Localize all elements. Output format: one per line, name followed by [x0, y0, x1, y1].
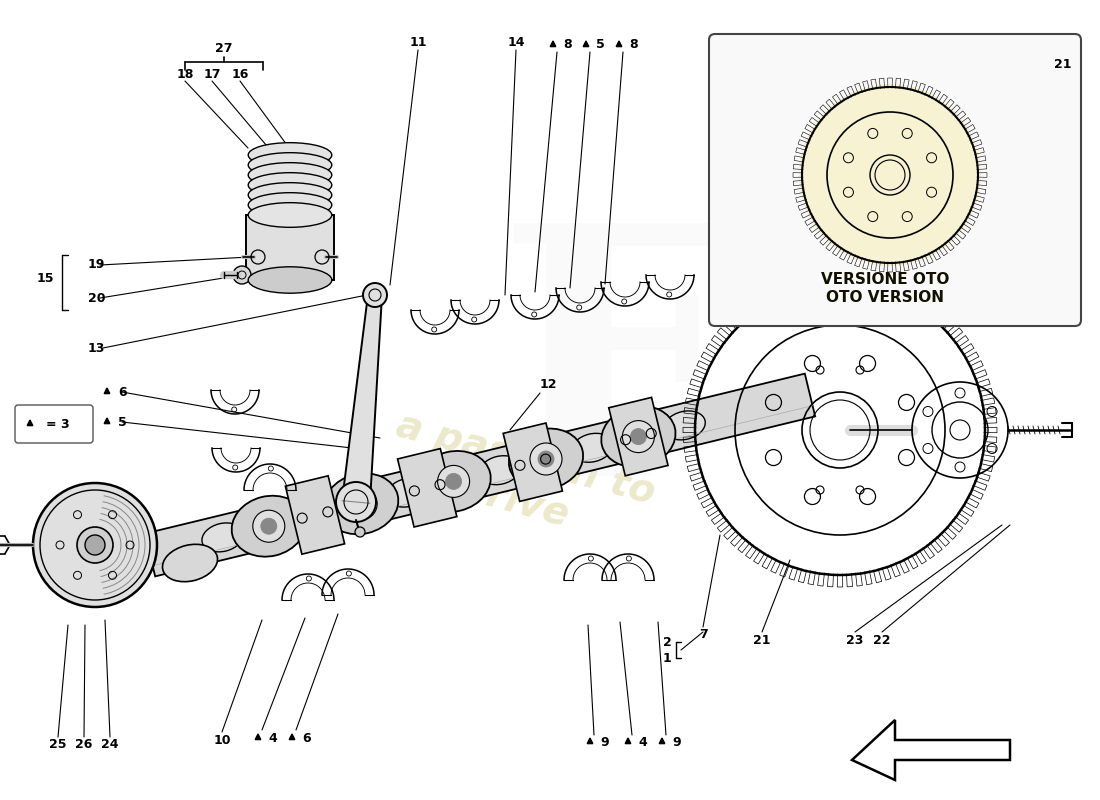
- Circle shape: [446, 474, 462, 490]
- Ellipse shape: [509, 429, 583, 490]
- FancyBboxPatch shape: [710, 34, 1081, 326]
- Text: 14: 14: [507, 35, 525, 49]
- Polygon shape: [587, 738, 593, 744]
- Circle shape: [438, 466, 470, 498]
- Polygon shape: [397, 449, 456, 527]
- Text: 17: 17: [204, 69, 221, 82]
- Polygon shape: [289, 734, 295, 739]
- Text: 22: 22: [873, 634, 891, 646]
- Text: 23: 23: [846, 634, 864, 646]
- Circle shape: [33, 483, 157, 607]
- Text: 5: 5: [596, 38, 605, 50]
- Text: 13: 13: [88, 342, 106, 354]
- Polygon shape: [28, 420, 33, 426]
- Text: 6: 6: [302, 731, 310, 745]
- Ellipse shape: [249, 162, 332, 187]
- Circle shape: [336, 482, 376, 522]
- Circle shape: [233, 266, 251, 284]
- Polygon shape: [659, 738, 664, 744]
- Text: 10: 10: [213, 734, 231, 746]
- Polygon shape: [104, 418, 110, 424]
- Text: 11: 11: [409, 35, 427, 49]
- Text: 5: 5: [118, 415, 127, 429]
- Text: 15: 15: [36, 271, 54, 285]
- Text: 9: 9: [672, 735, 681, 749]
- Text: 20: 20: [88, 291, 106, 305]
- Text: 27: 27: [216, 42, 233, 54]
- Circle shape: [345, 488, 377, 520]
- Polygon shape: [852, 720, 1010, 780]
- Ellipse shape: [249, 182, 332, 207]
- Text: 24: 24: [101, 738, 119, 751]
- Text: = 3: = 3: [46, 418, 69, 430]
- Ellipse shape: [249, 173, 332, 198]
- Polygon shape: [145, 374, 815, 576]
- Text: 9: 9: [600, 735, 608, 749]
- Text: 2: 2: [662, 635, 671, 649]
- Polygon shape: [625, 738, 630, 744]
- Ellipse shape: [602, 406, 675, 467]
- Ellipse shape: [249, 202, 332, 227]
- Text: 8: 8: [563, 38, 572, 50]
- Circle shape: [261, 518, 277, 534]
- Text: 25: 25: [50, 738, 67, 751]
- Polygon shape: [255, 734, 261, 739]
- Polygon shape: [583, 41, 588, 46]
- Ellipse shape: [163, 544, 218, 582]
- Ellipse shape: [664, 411, 705, 440]
- Text: 12: 12: [539, 378, 557, 391]
- Ellipse shape: [249, 266, 332, 293]
- Ellipse shape: [249, 153, 332, 178]
- Text: 26: 26: [75, 738, 92, 751]
- Ellipse shape: [249, 142, 332, 167]
- Polygon shape: [616, 41, 622, 46]
- Ellipse shape: [572, 434, 613, 462]
- Text: F: F: [497, 212, 744, 548]
- Ellipse shape: [387, 478, 428, 507]
- Polygon shape: [608, 398, 668, 476]
- Text: 16: 16: [231, 69, 249, 82]
- Text: 21: 21: [754, 634, 771, 646]
- Ellipse shape: [480, 456, 520, 485]
- Text: OTO VERSION: OTO VERSION: [826, 290, 944, 305]
- Text: 4: 4: [268, 731, 277, 745]
- Text: 1: 1: [662, 651, 671, 665]
- Polygon shape: [342, 294, 382, 503]
- Ellipse shape: [295, 501, 336, 530]
- Polygon shape: [285, 476, 344, 554]
- Circle shape: [799, 84, 981, 266]
- Ellipse shape: [202, 523, 243, 552]
- Ellipse shape: [324, 474, 398, 534]
- Circle shape: [623, 421, 654, 453]
- Text: 4: 4: [638, 735, 647, 749]
- Text: 19: 19: [88, 258, 106, 271]
- Circle shape: [363, 283, 387, 307]
- Ellipse shape: [417, 451, 491, 512]
- Ellipse shape: [232, 496, 306, 557]
- Text: VERSIONE OTO: VERSIONE OTO: [821, 273, 949, 287]
- Circle shape: [77, 527, 113, 563]
- Polygon shape: [503, 423, 562, 502]
- Text: 8: 8: [629, 38, 638, 50]
- Text: 6: 6: [118, 386, 127, 398]
- Ellipse shape: [249, 193, 332, 218]
- Polygon shape: [246, 215, 334, 280]
- Text: 7: 7: [698, 629, 707, 642]
- FancyBboxPatch shape: [15, 405, 94, 443]
- Circle shape: [353, 496, 370, 512]
- Polygon shape: [104, 388, 110, 394]
- Text: a passion to
drive: a passion to drive: [381, 406, 659, 554]
- Text: 18: 18: [176, 69, 194, 82]
- Circle shape: [355, 527, 365, 537]
- Circle shape: [253, 510, 285, 542]
- Circle shape: [538, 451, 554, 467]
- Circle shape: [85, 535, 104, 555]
- Circle shape: [530, 443, 562, 475]
- Text: 21: 21: [1054, 58, 1071, 71]
- Circle shape: [630, 429, 647, 445]
- Polygon shape: [550, 41, 556, 46]
